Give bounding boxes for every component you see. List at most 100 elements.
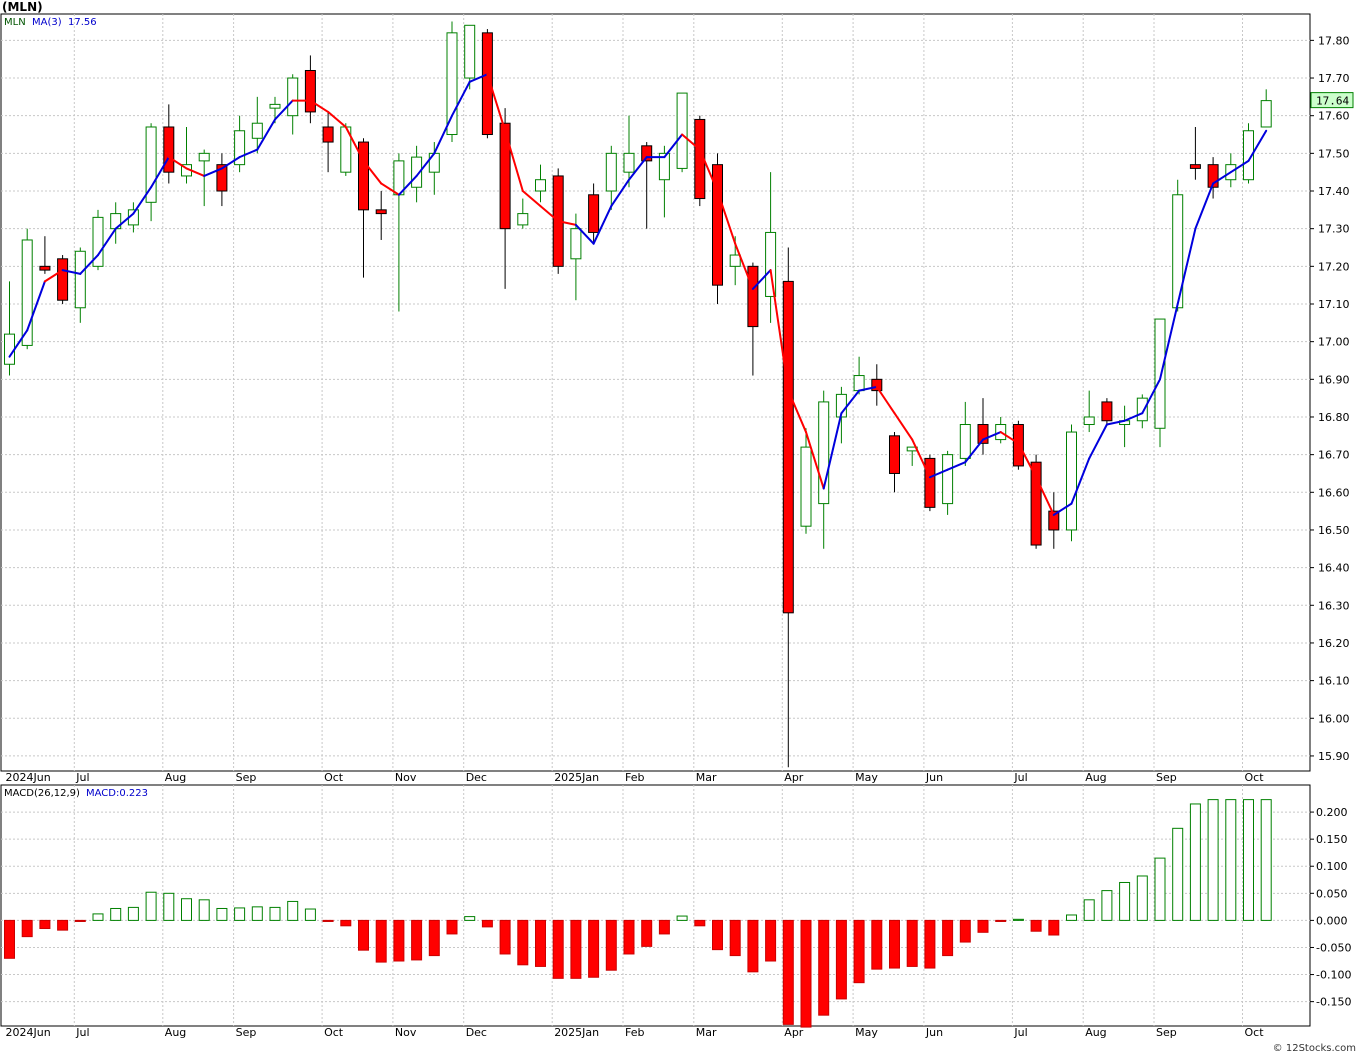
candle: [464, 24, 476, 90]
macd-bar-negative: [588, 919, 600, 978]
candle: [39, 236, 51, 274]
candle: [163, 104, 175, 184]
candle-body-up: [1243, 130, 1254, 181]
candle-body-down: [57, 258, 69, 301]
price-y-tick-label: 17.70: [1318, 72, 1350, 85]
macd-title: MACD(26,12,9): [4, 788, 80, 799]
candle-body-up: [729, 254, 741, 267]
macd-bar-negative: [570, 919, 582, 979]
ma-segment: [822, 412, 843, 490]
candle: [1260, 89, 1272, 128]
candle-body-up: [570, 228, 582, 260]
candle: [57, 255, 69, 304]
candle: [623, 115, 635, 188]
price-y-tick-label: 16.30: [1318, 599, 1350, 612]
macd-bar-positive: [1243, 799, 1254, 921]
ma-segment: [663, 133, 684, 159]
candle-body-up: [765, 231, 777, 297]
macd-bar-positive: [1136, 875, 1148, 921]
last-price-label: 17.64: [1316, 95, 1349, 108]
macd-bar-positive: [269, 906, 281, 921]
candle-body-up: [676, 92, 688, 169]
macd-bar-negative: [517, 919, 529, 966]
candle-body-down: [1207, 164, 1219, 188]
candle: [411, 145, 423, 203]
moving-average-line: [8, 73, 1268, 516]
ma-segment: [1123, 412, 1144, 422]
ma-segment: [114, 212, 135, 230]
candle-body-down: [39, 265, 51, 271]
macd-y-tick-label: -0.050: [1316, 941, 1351, 954]
ma-segment: [1229, 159, 1250, 174]
candle-body-down: [481, 32, 493, 136]
ma-segment: [433, 114, 453, 155]
ma-segment: [468, 73, 489, 83]
macd-x-tick-label: Nov: [395, 1026, 417, 1039]
candle-body-up: [287, 77, 299, 117]
ma-segment: [858, 385, 878, 392]
macd-bar-positive: [92, 913, 104, 921]
candle: [942, 450, 954, 515]
macd-bar-positive: [1101, 890, 1113, 921]
candle: [1154, 318, 1166, 448]
macd-x-axis: 2024Jun Jul Aug Sep Oct Nov Dec 2025Jan Feb Mar Ap…: [6, 1026, 1265, 1039]
ma-segment: [504, 129, 524, 193]
macd-x-tick-label: Apr: [784, 1026, 804, 1039]
ma-segment: [610, 178, 630, 208]
ma-segment: [344, 125, 365, 162]
candle-body-up: [74, 250, 86, 309]
chart-title: (MLN): [2, 0, 43, 14]
macd-bar-positive: [145, 891, 157, 921]
ma-segment: [999, 431, 1020, 445]
ma-segment: [97, 227, 117, 257]
macd-x-tick-label: May: [855, 1026, 878, 1039]
candle-body-down: [641, 145, 653, 162]
candle-body-up: [21, 239, 33, 346]
price-x-tick-label: Aug: [1085, 771, 1106, 784]
ma-segment: [1088, 423, 1108, 460]
macd-x-tick-label: Oct: [1245, 1026, 1265, 1039]
macd-bar-negative: [694, 919, 706, 927]
macd-x-tick-label: 2025Jan: [554, 1026, 599, 1039]
ma-segment: [716, 190, 737, 245]
candle: [765, 172, 777, 323]
macd-bar-negative: [39, 919, 51, 930]
macd-bar-negative: [74, 919, 86, 922]
macd-x-tick-label: Jul: [1013, 1026, 1027, 1039]
candle: [74, 247, 86, 323]
macd-bar-negative: [835, 919, 847, 1000]
macd-bar-positive: [1260, 799, 1272, 921]
candle: [1066, 424, 1077, 542]
price-x-tick-label: Jul: [1013, 771, 1027, 784]
candle: [145, 123, 157, 222]
ma-segment: [203, 167, 223, 177]
ma-segment: [486, 73, 507, 132]
macd-y-tick-label: 0.050: [1316, 887, 1348, 900]
candle-body-up: [658, 152, 670, 181]
price-x-axis: 2024Jun Jul Aug Sep Oct Nov Dec 2025Jan Feb Mar Ap…: [6, 771, 1265, 784]
ma-segment: [964, 438, 984, 464]
macd-grid: [1, 785, 1310, 1026]
macd-y-tick-label: 0.200: [1316, 806, 1348, 819]
candle: [322, 111, 334, 173]
candle: [977, 398, 989, 455]
macd-x-tick-label: Dec: [466, 1026, 487, 1039]
ma-segment: [1035, 476, 1055, 516]
price-x-tick-label: Nov: [395, 771, 417, 784]
candle-body-down: [1189, 164, 1201, 169]
macd-bar-negative: [358, 919, 369, 951]
macd-bar-negative: [871, 919, 883, 970]
candle-body-down: [889, 435, 900, 474]
ma-segment: [539, 205, 560, 223]
price-y-tick-label: 17.40: [1318, 185, 1350, 198]
candle-body-down: [216, 164, 228, 192]
macd-bar-positive: [1225, 799, 1237, 921]
ma-segment: [1070, 457, 1091, 505]
macd-bar-positive: [304, 908, 316, 921]
ma-segment: [805, 431, 825, 490]
legend-ma-label: MA(3): [32, 17, 62, 28]
candle-body-down: [358, 141, 369, 211]
ma-segment: [43, 269, 64, 283]
candle-body-down: [924, 457, 936, 508]
macd-x-tick-label: Sep: [236, 1026, 257, 1039]
